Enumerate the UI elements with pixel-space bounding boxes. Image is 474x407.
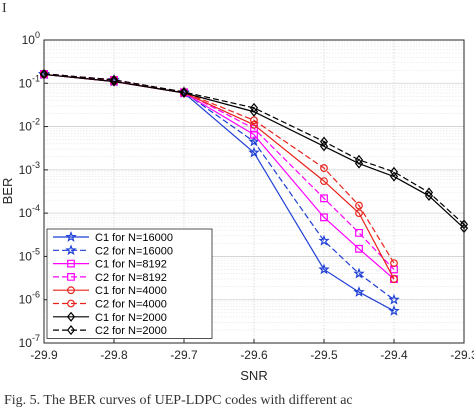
legend-marker <box>65 244 77 256</box>
data-point <box>353 267 365 279</box>
legend-label: C1 for N=8192 <box>95 259 167 271</box>
data-point <box>320 164 328 172</box>
data-point <box>320 177 328 185</box>
data-point <box>355 201 363 210</box>
data-point <box>355 228 363 237</box>
x-tick-label: -29.9 <box>30 348 58 362</box>
legend-label: C2 for N=2000 <box>95 325 167 337</box>
series-line <box>43 73 395 264</box>
data-point <box>250 120 258 129</box>
y-tick-label: 10-1 <box>19 73 40 90</box>
data-point <box>248 135 260 147</box>
legend-label: C2 for N=4000 <box>95 299 167 311</box>
y-tick-label: 10-6 <box>19 290 40 307</box>
legend-box <box>46 228 213 339</box>
y-tick-label: 10-2 <box>19 117 40 134</box>
legend-item: C2 for N=16000 <box>53 244 173 257</box>
legend-marker <box>67 273 75 281</box>
legend-marker <box>67 286 75 295</box>
series-layer <box>38 67 469 316</box>
legend-marker <box>65 231 77 242</box>
y-axis-label: BER <box>0 178 15 205</box>
data-point <box>318 234 330 246</box>
ticks: 10-7 10-6 10-5 10-4 10-3 10-2 10-1 100 -29.9 -29.… <box>19 30 474 362</box>
data-point <box>390 259 398 268</box>
data-point <box>388 304 400 316</box>
legend-item: C2 for N=4000 <box>53 299 167 311</box>
data-point <box>109 74 119 85</box>
legend-item: C1 for N=16000 <box>53 231 173 244</box>
data-point <box>320 194 328 203</box>
x-axis-label: SNR <box>240 368 267 383</box>
data-point <box>318 263 330 275</box>
data-point <box>389 166 399 177</box>
data-point <box>389 171 399 182</box>
data-point <box>390 275 398 283</box>
legend-item: C1 for N=4000 <box>53 285 167 297</box>
y-tick-label: 100 <box>22 30 40 47</box>
legend-marker <box>66 325 76 336</box>
data-point <box>248 146 260 158</box>
y-tick-label: 10-5 <box>19 246 40 263</box>
series-line <box>43 73 465 225</box>
svg-text:I: I <box>2 1 7 16</box>
x-tick-label: -29.3 <box>450 348 474 362</box>
y-tick-label: 10-3 <box>19 160 40 177</box>
x-tick-label: -29.5 <box>310 348 338 362</box>
y-tick-label: 10-4 <box>19 203 40 220</box>
legend-marker <box>67 299 75 308</box>
data-point <box>355 209 363 218</box>
legend-marker <box>66 311 76 322</box>
data-point <box>353 286 365 297</box>
data-point <box>388 293 400 305</box>
legend-item: C2 for N=2000 <box>53 325 167 337</box>
data-point <box>355 244 363 253</box>
svg-text:Fig. 5. The BER curves of U: Fig. 5. The BER curves of UEP-LDPC codes… <box>4 393 353 407</box>
data-point <box>249 106 259 117</box>
legend-label: C1 for N=16000 <box>95 232 173 244</box>
data-point <box>424 187 434 198</box>
legend-item: C1 for N=8192 <box>53 259 167 271</box>
data-point <box>249 102 259 113</box>
legend-marker <box>67 259 75 268</box>
x-tick-label: -29.8 <box>100 348 128 362</box>
data-point <box>319 136 329 147</box>
data-point <box>250 116 258 125</box>
data-point <box>320 213 328 222</box>
x-tick-label: -29.4 <box>380 348 408 362</box>
legend-label: C2 for N=16000 <box>95 245 173 257</box>
legend-item: C1 for N=2000 <box>53 311 167 324</box>
y-tick-label: 10-7 <box>19 333 40 350</box>
data-point <box>354 154 364 165</box>
data-point <box>179 86 189 98</box>
series-line <box>43 73 395 301</box>
legend-label: C2 for N=8192 <box>95 272 167 284</box>
legend-item: C2 for N=8192 <box>53 272 167 284</box>
x-tick-label: -29.6 <box>240 348 268 362</box>
x-tick-label: -29.7 <box>170 348 198 362</box>
legend-label: C1 for N=4000 <box>95 285 167 297</box>
data-point <box>319 141 329 152</box>
legend-label: C1 for N=2000 <box>95 312 167 324</box>
